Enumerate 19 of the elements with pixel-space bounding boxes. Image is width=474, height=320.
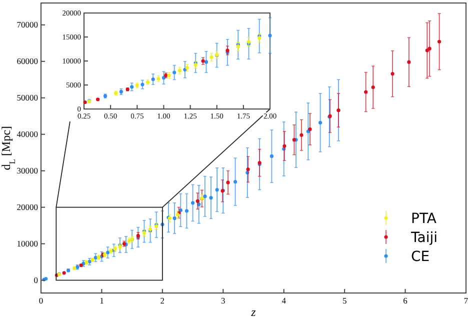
legend-label: CE <box>411 249 430 265</box>
y-tick-label: 40000 <box>16 129 38 140</box>
y-tick-label: 70000 <box>16 20 38 30</box>
y-tick-label: 20000 <box>16 202 38 212</box>
x-axis-title: z <box>250 305 256 319</box>
x-tick-label: 6 <box>403 296 408 306</box>
x-tick-label: 7 <box>464 296 468 306</box>
legend-label: PTA <box>411 211 437 227</box>
x-tick-label: 4 <box>282 296 287 306</box>
x-tick-label: 2 <box>160 296 165 306</box>
y-tick-label: 10000 <box>16 238 38 249</box>
y-tick-label: 30000 <box>16 166 38 176</box>
legend-label: Taiji <box>410 230 438 246</box>
x-tick-label: 5 <box>342 296 347 306</box>
y-tick-label: 0 <box>34 275 38 286</box>
y-tick-label: 50000 <box>16 92 38 103</box>
y-tick-label: 60000 <box>16 56 38 66</box>
x-tick-label: 3 <box>221 296 226 306</box>
x-tick-label: 1 <box>100 296 104 306</box>
